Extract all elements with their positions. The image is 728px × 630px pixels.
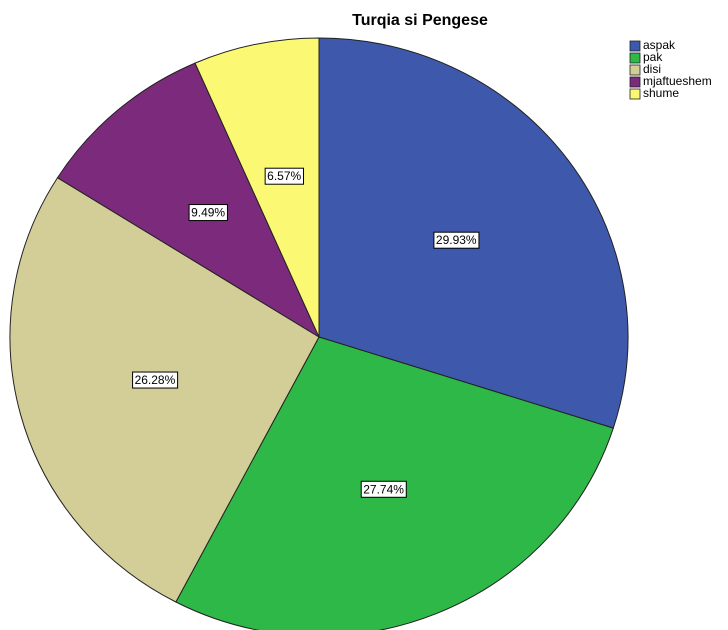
data-label-box (264, 167, 305, 185)
data-label: 26.28% (135, 373, 176, 387)
legend-swatch (629, 64, 641, 76)
legend-label: shume (643, 86, 679, 100)
legend-swatch (629, 52, 641, 64)
pie-slice (194, 37, 320, 338)
data-label: 9.49% (191, 206, 225, 220)
data-label: 6.57% (267, 169, 301, 183)
data-label-box (188, 204, 228, 222)
data-label-box (433, 231, 480, 249)
legend-label: aspak (643, 38, 676, 52)
data-label: 29.93% (436, 233, 477, 247)
data-label: 27.74% (363, 482, 404, 496)
legend-swatch (629, 88, 641, 100)
chart-title: Turqia si Pengese (352, 12, 488, 29)
legend-label: mjaftueshem (643, 74, 712, 88)
legend-label: disi (643, 62, 661, 76)
data-label-box (360, 480, 407, 498)
pie-slice (56, 62, 321, 339)
pie-slice (9, 177, 320, 603)
data-label-box (132, 371, 179, 389)
legend-swatch (629, 76, 641, 88)
legend-label: pak (643, 50, 663, 64)
legend-swatch (629, 40, 641, 52)
